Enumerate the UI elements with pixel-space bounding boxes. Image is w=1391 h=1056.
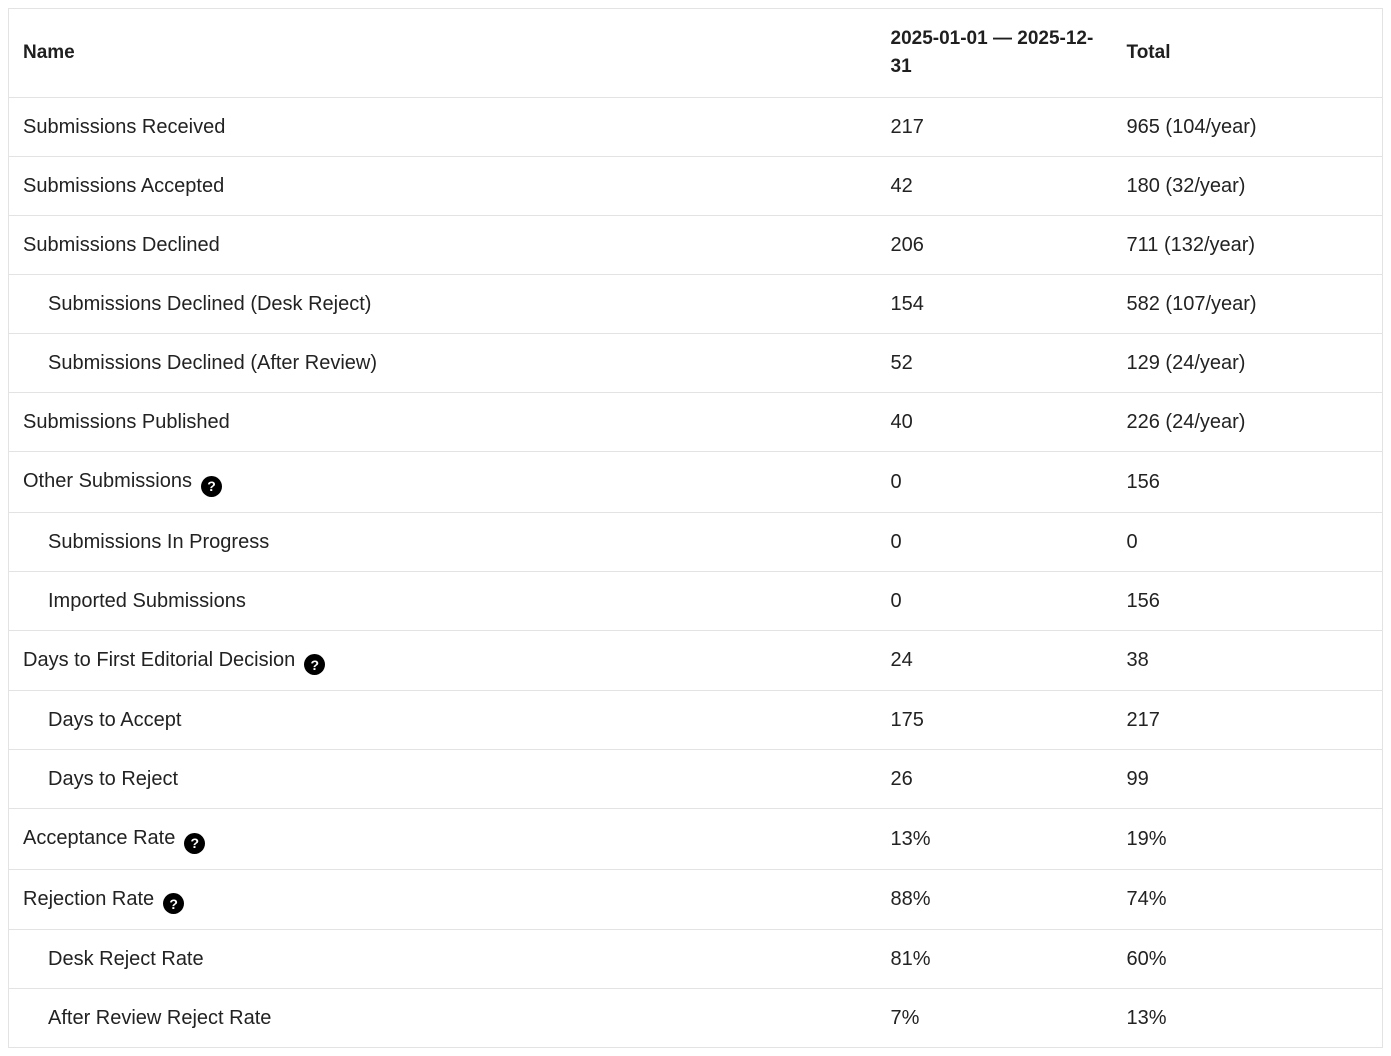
table-row: Days to Reject 26 99	[8, 750, 1383, 809]
row-period-value: 175	[890, 709, 924, 731]
row-label: Days to Accept	[48, 709, 182, 731]
row-period-value: 26	[890, 768, 913, 790]
row-period-value: 0	[890, 589, 902, 612]
row-name-cell: Submissions In Progress	[9, 512, 877, 571]
row-label: After Review Reject Rate	[48, 1007, 272, 1029]
row-period-value: 24	[890, 649, 913, 672]
row-label: Submissions Declined (After Review)	[48, 352, 378, 374]
row-label: Rejection Rate	[23, 887, 155, 910]
row-total-value: 226 (24/year)	[1126, 411, 1246, 433]
row-name-cell: Submissions Declined (Desk Reject)	[9, 275, 877, 334]
row-label: Submissions Declined	[23, 234, 220, 256]
table-row: Rejection Rate? 88% 74%	[8, 869, 1383, 930]
row-name-cell: Days to Reject	[9, 750, 877, 809]
row-name-cell: Submissions Declined	[9, 216, 877, 275]
row-total-value: 0	[1126, 530, 1138, 553]
table-row: Submissions Declined 206 711 (132/year)	[8, 216, 1383, 275]
row-period-value: 0	[890, 470, 902, 493]
row-label: Submissions Accepted	[23, 175, 225, 197]
question-circle-icon[interactable]: ?	[184, 832, 206, 854]
row-period-value: 81%	[890, 948, 931, 970]
row-label: Days to Reject	[48, 768, 179, 790]
row-period-value: 217	[890, 116, 924, 138]
table-row: Submissions In Progress 0 0	[8, 512, 1383, 571]
table-row: After Review Reject Rate 7% 13%	[8, 989, 1383, 1048]
row-name-cell: Desk Reject Rate	[9, 930, 877, 989]
row-name-cell: Acceptance Rate?	[9, 809, 877, 870]
row-name-cell: Submissions Published	[9, 393, 877, 452]
row-total-value: 38	[1126, 649, 1149, 672]
row-period-value: 7%	[890, 1007, 920, 1029]
row-name-cell: Rejection Rate?	[9, 869, 877, 930]
row-total-value: 156	[1126, 470, 1160, 493]
table-row: Submissions Received 217 965 (104/year)	[8, 98, 1383, 157]
row-label: Desk Reject Rate	[48, 948, 204, 970]
row-label: Other Submissions	[23, 470, 192, 492]
question-circle-icon[interactable]: ?	[200, 475, 222, 497]
row-total-value: 711 (132/year)	[1126, 234, 1256, 256]
row-label: Submissions In Progress	[48, 530, 270, 553]
row-period-value: 88%	[890, 888, 931, 911]
row-name-cell: After Review Reject Rate	[9, 989, 877, 1048]
row-label: Submissions Published	[23, 411, 230, 433]
table-row: Days to First Editorial Decision? 24 38	[8, 630, 1383, 691]
row-total-value: 965 (104/year)	[1126, 116, 1257, 138]
question-circle-icon[interactable]: ?	[163, 893, 185, 914]
row-period-value: 40	[890, 411, 913, 433]
row-label: Days to First Editorial Decision	[23, 648, 296, 671]
row-label: Imported Submissions	[48, 589, 246, 612]
editorial-activity-table: Name 2025-01-01 — 2025-12-31 Total Submi…	[8, 8, 1383, 1048]
row-label: Acceptance Rate	[23, 827, 176, 849]
table-row: Acceptance Rate? 13% 19%	[8, 809, 1383, 870]
row-name-cell: Submissions Declined (After Review)	[9, 334, 877, 393]
row-name-cell: Submissions Received	[9, 98, 877, 157]
table-row: Submissions Declined (After Review) 52 129…	[8, 334, 1383, 393]
column-header-date-range: 2025-01-01 — 2025-12-31	[890, 28, 1094, 77]
table-row: Imported Submissions 0 156	[8, 571, 1383, 630]
row-total-value: 129 (24/year)	[1126, 352, 1246, 374]
row-name-cell: Submissions Accepted	[9, 157, 877, 216]
table-row: Submissions Declined (Desk Reject) 154 582…	[8, 275, 1383, 334]
row-total-value: 74%	[1126, 888, 1167, 911]
row-period-value: 206	[890, 234, 924, 256]
row-total-value: 99	[1126, 768, 1149, 790]
row-total-value: 180 (32/year)	[1126, 175, 1246, 197]
table-row: Submissions Accepted 42 180 (32/year)	[8, 157, 1383, 216]
row-name-cell: Other Submissions?	[9, 452, 877, 513]
question-circle-icon[interactable]: ?	[304, 654, 326, 675]
row-total-value: 13%	[1126, 1007, 1167, 1029]
column-header-total: Total	[1126, 42, 1171, 63]
row-total-value: 60%	[1126, 948, 1167, 970]
table-header-row: Name 2025-01-01 — 2025-12-31 Total	[8, 9, 1383, 98]
row-total-value: 156	[1126, 589, 1160, 612]
table-row: Desk Reject Rate 81% 60%	[8, 930, 1383, 989]
column-header-name: Name	[23, 42, 75, 63]
row-name-cell: Imported Submissions	[9, 571, 877, 630]
table-row: Other Submissions? 0 156	[8, 452, 1383, 513]
row-total-value: 217	[1126, 709, 1160, 731]
row-label: Submissions Received	[23, 116, 226, 138]
row-total-value: 582 (107/year)	[1126, 293, 1257, 315]
row-period-value: 13%	[890, 827, 931, 850]
row-name-cell: Days to First Editorial Decision?	[9, 630, 877, 691]
table-row: Submissions Published 40 226 (24/year)	[8, 393, 1383, 452]
row-name-cell: Days to Accept	[9, 691, 877, 750]
row-period-value: 154	[890, 293, 924, 315]
row-period-value: 52	[890, 352, 913, 374]
table-row: Days to Accept 175 217	[8, 691, 1383, 750]
row-period-value: 0	[890, 530, 902, 553]
row-total-value: 19%	[1126, 827, 1167, 850]
row-period-value: 42	[890, 175, 913, 197]
row-label: Submissions Declined (Desk Reject)	[48, 293, 372, 315]
